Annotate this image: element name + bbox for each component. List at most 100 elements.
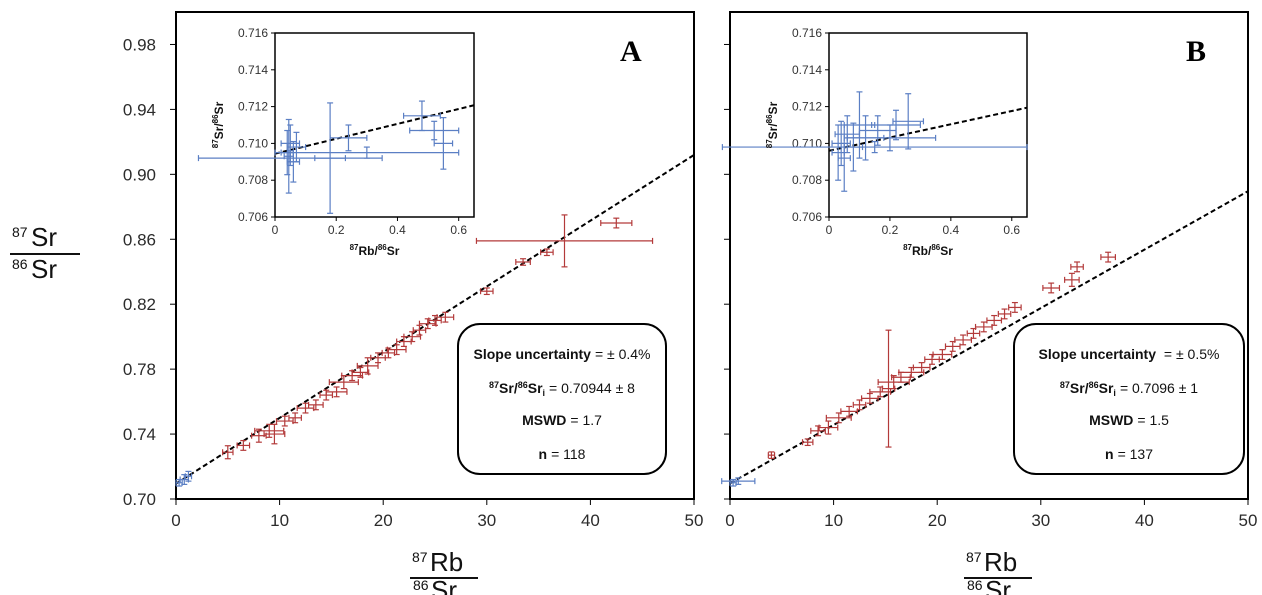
panel-b-data-point-high-rb <box>966 327 981 339</box>
panel-b-panel-letter: B <box>1186 35 1206 68</box>
panel-a-inset-data-point <box>197 150 383 167</box>
panel-b-data-point-high-rb <box>974 321 993 333</box>
panel-a-data-point-high-rb <box>475 214 654 268</box>
panel-b-x-tick-label: 20 <box>928 511 947 530</box>
panel-a-data-point-high-rb <box>403 331 422 343</box>
panel-b-stat-initial-ratio-part: 86 <box>1089 380 1099 390</box>
panel-b-stats-box-frame <box>1013 323 1245 475</box>
panel-b-data-point-high-rb <box>997 308 1012 320</box>
panel-b-plot-frame <box>729 11 1249 500</box>
panel-b-stat-initial-ratio-part: Sr/ <box>1070 380 1089 396</box>
panel-a-x-tick-label: 10 <box>270 511 289 530</box>
panel-b-inset-y-tick-label: 0.716 <box>792 26 822 40</box>
panel-b-data-point-high-rb <box>1008 301 1022 313</box>
panel-b-x-tick-label: 40 <box>1135 511 1154 530</box>
y-label-den: Sr <box>31 254 57 284</box>
panel-b-data-point-high-rb <box>869 386 892 398</box>
panel-b-stat-initial-ratio-part: Sr <box>1099 380 1114 396</box>
panel-b-data-point-high-rb <box>818 420 839 435</box>
panel-a-data-point-high-rb <box>515 258 531 266</box>
panel-b-x-tick-label: 0 <box>725 511 734 530</box>
panel-a-inset-data-point <box>283 118 294 194</box>
panel-a-inset-y-tick-label: 0.706 <box>238 210 268 224</box>
panel-b-data-point-high-rb <box>810 425 826 437</box>
panel-b-stat-mswd-part: MSWD <box>1089 412 1133 428</box>
x-label-a-den: Sr <box>431 575 457 595</box>
panel-a-inset: 0.706 0.708 0.710 0.712 0.714 0.716 0 0.2 0.4 0.6… <box>197 26 475 258</box>
panel-a-y-tick-label: 0.74 <box>123 425 156 444</box>
inset-x-label-part: 86 <box>378 243 387 252</box>
panel-a-data-point-high-rb <box>308 399 324 411</box>
x-axis-label-b: 87 Rb 86 Sr <box>964 547 1032 595</box>
panel-a-data-point-high-rb <box>222 445 234 460</box>
panel-a-data-point-high-rb <box>325 386 348 398</box>
panel-a-data-point-high-rb <box>288 412 302 424</box>
panel-a-stat-mswd-part: = 1.7 <box>570 412 602 428</box>
y-axis-label: 87 Sr 86 Sr <box>10 222 80 284</box>
panel-a-data-point-high-rb <box>412 324 427 336</box>
panel-a-y-tick-label: 0.98 <box>123 35 156 54</box>
x-axis-label-a: 87 Rb 86 Sr <box>410 547 478 595</box>
panel-b-data-point-high-rb <box>986 314 1003 326</box>
panel-a-stat-mswd: MSWD = 1.7 <box>522 412 602 428</box>
x-label-a-num: Rb <box>430 547 463 577</box>
panel-a-data-point-high-rb <box>428 314 442 326</box>
y-label-num: Sr <box>31 222 57 252</box>
panel-b-data-point-high-rb <box>1042 282 1061 294</box>
panel-a-data-point-low-rb <box>184 470 193 482</box>
panel-b-data-point-low-rb <box>721 477 756 485</box>
panel-b-stat-n: n = 137 <box>1105 446 1153 462</box>
panel-a-inset-y-tick-label: 0.708 <box>238 173 268 187</box>
inset-x-label-part: 87 <box>903 243 912 252</box>
panel-a-stat-initial-ratio-part: Sr <box>528 380 543 396</box>
panel-b-inset-data-point <box>843 124 937 152</box>
panel-a-stat-n: n = 118 <box>539 446 586 462</box>
panel-b-data-point-high-rb <box>912 362 931 373</box>
panel-b-data-point-high-rb <box>1070 261 1084 273</box>
panel-a-data-point-high-rb <box>600 217 633 229</box>
panel-a-data-point-high-rb <box>418 318 437 330</box>
panel-b-inset-isochron-line <box>828 106 1028 152</box>
panel-a-data-point-high-rb <box>254 423 285 438</box>
panel-b-data-point-high-rb <box>924 353 940 365</box>
panel-a-panel-letter: A <box>620 35 642 68</box>
panel-a-stat-slope-part: = ± 0.4% <box>595 346 651 362</box>
panel-b-isochron-line <box>729 190 1249 485</box>
panel-b-inset: 0.706 0.708 0.710 0.712 0.714 0.716 0 0.2 0.4 0.6… <box>721 26 1028 258</box>
panel-b-stat-slope: Slope uncertainty = ± 0.5% <box>1039 346 1220 362</box>
panel-b-stat-initial-ratio: 87Sr/86Sri = 0.7096 ± 1 <box>1060 380 1198 398</box>
panel-b-inset-y-tick-label: 0.710 <box>792 136 822 150</box>
panel-b-data-point-high-rb <box>954 334 972 346</box>
panel-b-stat-mswd-part: = 1.5 <box>1137 412 1169 428</box>
panel-a-y-tick-label: 0.70 <box>123 490 156 509</box>
panel-a-x-tick-label: 0 <box>171 511 180 530</box>
inset-x-label-part: Sr <box>387 244 400 258</box>
panel-a-stat-initial-ratio: 87Sr/86Sri = 0.70944 ± 8 <box>489 380 635 398</box>
panel-b-inset-x-tick-label: 0 <box>826 223 833 237</box>
panel-a-y-tick-label: 0.90 <box>123 165 156 184</box>
panel-a-data-point-high-rb <box>236 439 251 451</box>
inset-x-label-part: 87 <box>350 243 359 252</box>
panel-b-stat-initial-ratio-part: 87 <box>1060 380 1070 390</box>
panel-a-x-tick-label: 40 <box>581 511 600 530</box>
panel-b-data-point-high-rb <box>1064 272 1080 287</box>
inset-x-label-part: Rb/ <box>358 244 378 258</box>
panel-a-data-point-high-rb <box>356 357 379 375</box>
inset-x-label-part: Sr <box>940 244 953 258</box>
panel-a-inset-data-point <box>329 124 368 152</box>
panel-b-x-tick-label: 30 <box>1031 511 1050 530</box>
panel-a-stat-n-part: n <box>539 446 548 462</box>
x-label-b-den-sup: 86 <box>967 577 983 593</box>
x-label-b-num: Rb <box>984 547 1017 577</box>
panel-a-stats-box-frame <box>457 323 667 475</box>
panel-b-data-point-high-rb <box>944 340 961 352</box>
panel-a-y-tick-label: 0.94 <box>123 100 156 119</box>
panel-a-inset-data-point <box>286 131 307 163</box>
panel-a-inset-y-tick-label: 0.716 <box>238 26 268 40</box>
panel-a-inset-data-point <box>409 120 460 141</box>
panel-b: 0 10 20 30 40 50 0.706 0.708 0.710 0.712 0.714 0.71… <box>721 11 1257 530</box>
inset-y-label-part: 86 <box>211 114 220 123</box>
panel-b-inset-y-axis-label: 87Sr/86Sr <box>765 101 780 148</box>
panel-b-stat-n-part: n <box>1105 446 1114 462</box>
panel-a-x-tick-label: 20 <box>374 511 393 530</box>
